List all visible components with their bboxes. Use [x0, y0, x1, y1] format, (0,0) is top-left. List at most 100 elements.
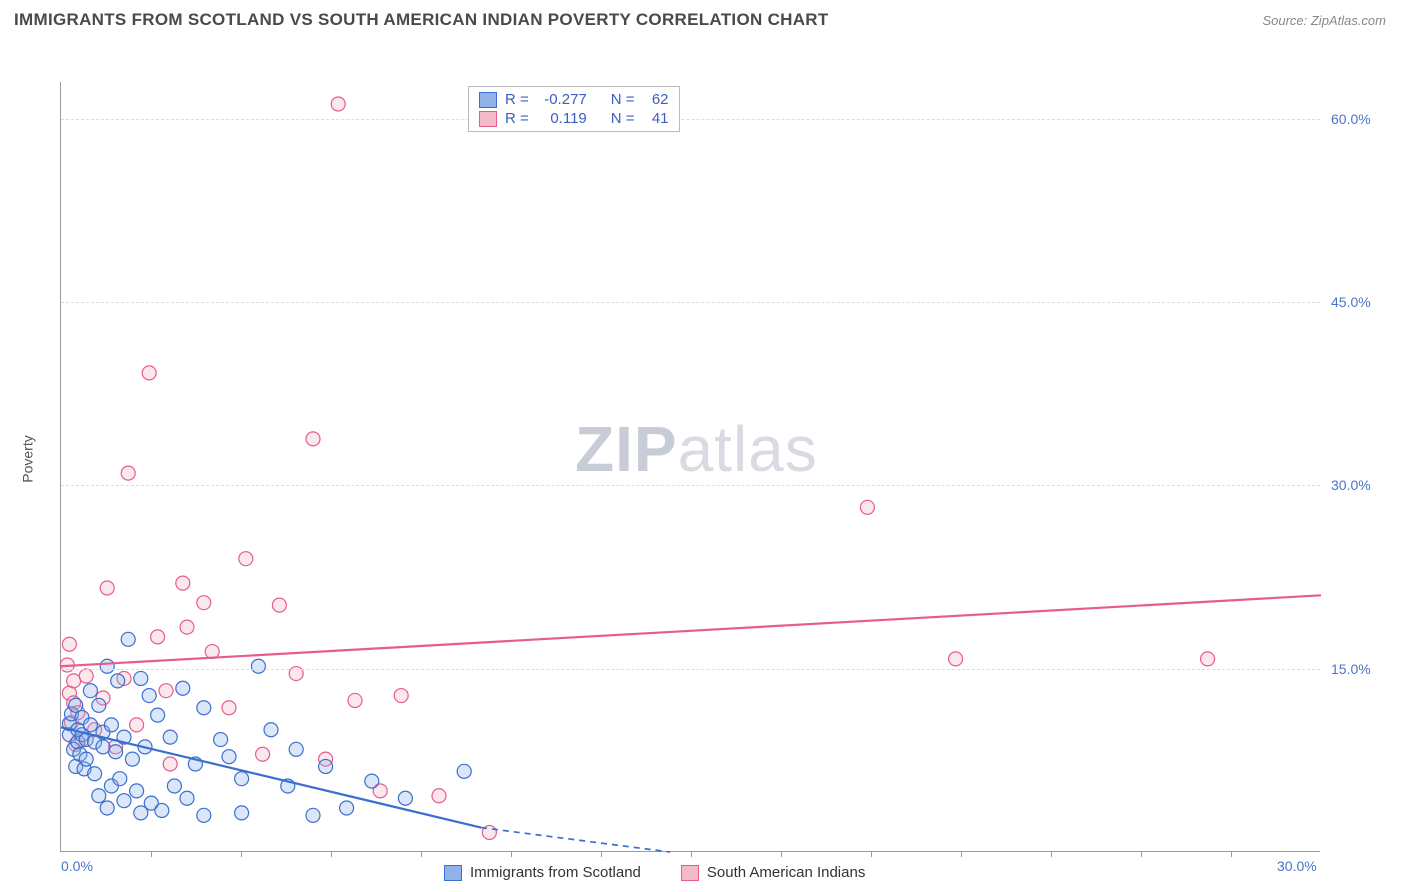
scatter-point-blue [289, 742, 303, 756]
scatter-point-blue [155, 803, 169, 817]
scatter-point-pink [79, 669, 93, 683]
chart-title: IMMIGRANTS FROM SCOTLAND VS SOUTH AMERIC… [14, 10, 829, 30]
scatter-point-pink [331, 97, 345, 111]
legend-pink-n-value: 41 [643, 110, 669, 127]
scatter-point-blue [88, 767, 102, 781]
legend-pink-label: South American Indians [707, 864, 865, 881]
scatter-point-blue [134, 671, 148, 685]
series-legend: Immigrants from Scotland South American … [444, 864, 865, 881]
source-value: ZipAtlas.com [1311, 13, 1386, 28]
scatter-point-pink [432, 789, 446, 803]
gridline [61, 302, 1320, 303]
scatter-point-blue [235, 772, 249, 786]
scatter-point-blue [340, 801, 354, 815]
x-minor-tick [961, 851, 962, 857]
scatter-point-blue [235, 806, 249, 820]
swatch-pink [681, 865, 699, 881]
scatter-point-blue [117, 794, 131, 808]
scatter-point-blue [100, 659, 114, 673]
legend-blue-n-value: 62 [643, 91, 669, 108]
scatter-point-blue [79, 752, 93, 766]
scatter-point-blue [142, 689, 156, 703]
x-minor-tick [511, 851, 512, 857]
scatter-point-pink [256, 747, 270, 761]
scatter-point-blue [163, 730, 177, 744]
legend-row-pink: R = 0.119 N = 41 [479, 110, 669, 127]
scatter-point-blue [121, 632, 135, 646]
gridline [61, 119, 1320, 120]
scatter-point-blue [167, 779, 181, 793]
legend-pink-r-label: R = [505, 110, 529, 127]
scatter-point-pink [121, 466, 135, 480]
x-minor-tick [691, 851, 692, 857]
scatter-point-pink [272, 598, 286, 612]
x-minor-tick [241, 851, 242, 857]
scatter-point-pink [1201, 652, 1215, 666]
y-tick-label: 30.0% [1331, 477, 1371, 493]
scatter-point-blue [100, 801, 114, 815]
scatter-point-blue [104, 718, 118, 732]
scatter-point-blue [197, 701, 211, 715]
scatter-point-pink [151, 630, 165, 644]
scatter-point-blue [92, 698, 106, 712]
scatter-svg [61, 82, 1321, 852]
legend-blue-n-label: N = [611, 91, 635, 108]
swatch-blue [444, 865, 462, 881]
y-tick-label: 15.0% [1331, 661, 1371, 677]
scatter-point-blue [264, 723, 278, 737]
source-attribution: Source: ZipAtlas.com [1262, 13, 1386, 28]
legend-row-blue: R = -0.277 N = 62 [479, 91, 669, 108]
x-minor-tick [871, 851, 872, 857]
x-minor-tick [151, 851, 152, 857]
legend-blue-r-value: -0.277 [537, 91, 587, 108]
swatch-pink [479, 111, 497, 127]
scatter-point-pink [348, 693, 362, 707]
scatter-point-blue [83, 718, 97, 732]
trendline-blue-extrap [481, 828, 670, 852]
x-minor-tick [1141, 851, 1142, 857]
scatter-point-blue [457, 764, 471, 778]
legend-item-pink: South American Indians [681, 864, 865, 881]
scatter-point-blue [176, 681, 190, 695]
scatter-point-blue [113, 772, 127, 786]
legend-pink-r-value: 0.119 [537, 110, 587, 127]
legend-blue-label: Immigrants from Scotland [470, 864, 641, 881]
scatter-point-blue [111, 674, 125, 688]
scatter-point-pink [67, 674, 81, 688]
x-tick-label: 0.0% [61, 858, 93, 874]
scatter-point-blue [251, 659, 265, 673]
scatter-point-pink [62, 637, 76, 651]
scatter-point-blue [365, 774, 379, 788]
y-axis-label: Poverty [20, 435, 36, 482]
scatter-point-pink [860, 500, 874, 514]
swatch-blue [479, 92, 497, 108]
scatter-point-blue [398, 791, 412, 805]
scatter-point-pink [197, 596, 211, 610]
scatter-point-blue [96, 740, 110, 754]
scatter-point-blue [222, 750, 236, 764]
scatter-point-blue [197, 808, 211, 822]
trendline-pink [61, 595, 1321, 666]
scatter-point-pink [180, 620, 194, 634]
scatter-point-pink [306, 432, 320, 446]
x-minor-tick [331, 851, 332, 857]
source-label: Source: [1262, 13, 1310, 28]
scatter-point-blue [109, 745, 123, 759]
scatter-point-blue [83, 684, 97, 698]
scatter-point-blue [319, 759, 333, 773]
legend-item-blue: Immigrants from Scotland [444, 864, 641, 881]
chart-area: Poverty ZIPatlas 15.0%30.0%45.0%60.0%0.0… [14, 36, 1392, 882]
scatter-point-pink [142, 366, 156, 380]
gridline [61, 669, 1320, 670]
scatter-point-blue [130, 784, 144, 798]
y-tick-label: 45.0% [1331, 294, 1371, 310]
x-tick-label: 30.0% [1277, 858, 1317, 874]
x-minor-tick [1051, 851, 1052, 857]
x-minor-tick [421, 851, 422, 857]
scatter-point-blue [180, 791, 194, 805]
legend-pink-n-label: N = [611, 110, 635, 127]
scatter-point-pink [176, 576, 190, 590]
legend-blue-r-label: R = [505, 91, 529, 108]
scatter-point-pink [949, 652, 963, 666]
y-tick-label: 60.0% [1331, 111, 1371, 127]
